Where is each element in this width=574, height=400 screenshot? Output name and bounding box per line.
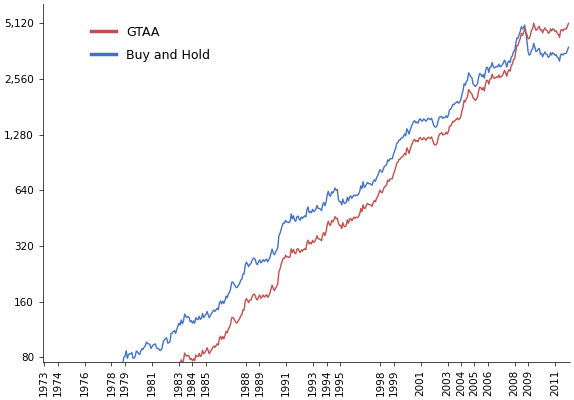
Legend: GTAA, Buy and Hold: GTAA, Buy and Hold xyxy=(86,21,215,67)
